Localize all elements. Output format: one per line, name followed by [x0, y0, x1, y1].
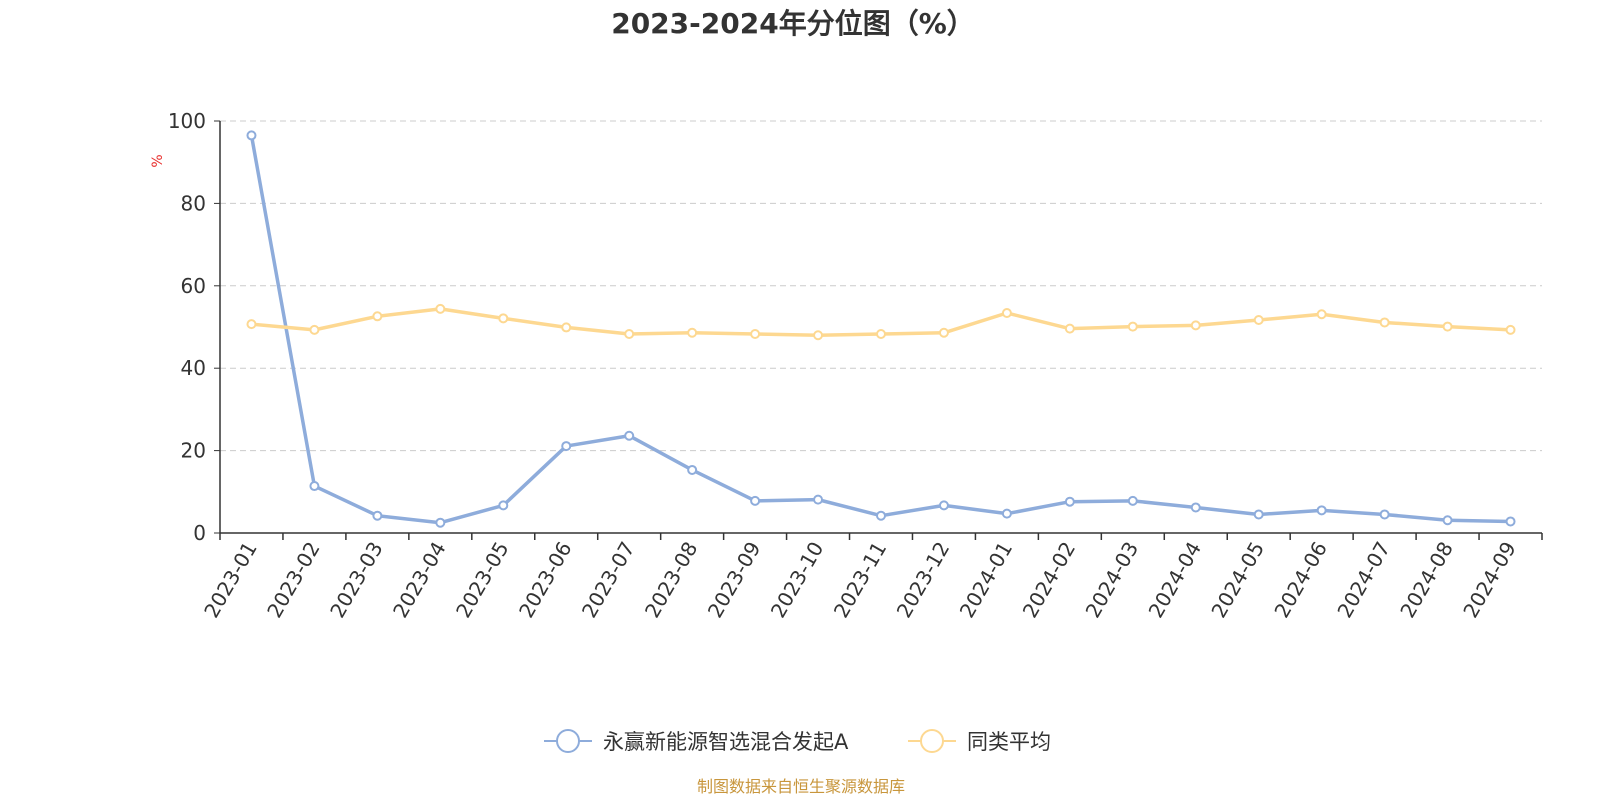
- data-point[interactable]: [750, 329, 761, 340]
- data-point[interactable]: [1001, 307, 1012, 318]
- series-1: [246, 130, 1516, 528]
- data-point[interactable]: [435, 303, 446, 314]
- legend-marker-icon: [556, 729, 580, 753]
- data-point[interactable]: [1127, 495, 1138, 506]
- x-tick-label: 2023-12: [892, 538, 955, 622]
- x-tick-label: 2023-02: [262, 538, 325, 622]
- data-point[interactable]: [938, 500, 949, 511]
- legend-item-1[interactable]: 永赢新能源智选混合发起A: [544, 729, 849, 754]
- gridlines: [220, 120, 1542, 452]
- data-point[interactable]: [876, 329, 886, 340]
- data-point[interactable]: [1127, 321, 1138, 332]
- legend-label: 永赢新能源智选混合发起A: [603, 730, 849, 754]
- data-point[interactable]: [1379, 509, 1390, 520]
- data-point[interactable]: [309, 481, 320, 492]
- x-tick-label: 2023-04: [388, 538, 451, 622]
- data-point[interactable]: [1253, 509, 1264, 520]
- data-point[interactable]: [1190, 502, 1201, 513]
- data-point[interactable]: [561, 322, 572, 333]
- data-point[interactable]: [1505, 516, 1516, 527]
- data-point[interactable]: [687, 464, 698, 475]
- y-tick-label: 60: [181, 274, 206, 298]
- data-point[interactable]: [1001, 508, 1012, 519]
- data-point[interactable]: [1442, 321, 1453, 332]
- data-point[interactable]: [687, 327, 698, 338]
- data-point[interactable]: [372, 510, 383, 521]
- legend-marker-icon: [920, 729, 944, 753]
- x-tick-label: 2023-11: [829, 538, 892, 622]
- x-tick-label: 2023-10: [766, 538, 829, 622]
- x-tick-label: 2023-08: [640, 538, 703, 622]
- y-tick-label: 0: [193, 521, 206, 545]
- data-point[interactable]: [1190, 320, 1201, 331]
- data-point[interactable]: [1379, 317, 1390, 328]
- data-point[interactable]: [624, 430, 635, 441]
- data-point[interactable]: [498, 313, 509, 324]
- data-point[interactable]: [435, 517, 446, 528]
- data-point[interactable]: [372, 311, 383, 322]
- y-tick-label: 40: [181, 356, 206, 380]
- data-point[interactable]: [1064, 323, 1075, 334]
- data-point[interactable]: [246, 130, 257, 141]
- data-point[interactable]: [498, 500, 509, 511]
- chart-title: 2023-2024年分位图（%）: [611, 7, 975, 40]
- x-tick-label: 2024-02: [1018, 538, 1081, 622]
- data-point[interactable]: [1316, 309, 1327, 320]
- series-lines: [246, 130, 1516, 528]
- data-point[interactable]: [1253, 314, 1264, 325]
- x-tick-label: 2024-09: [1458, 538, 1521, 622]
- series-2: [246, 303, 1516, 341]
- x-tick-label: 2023-03: [325, 538, 388, 622]
- y-tick-label: 80: [181, 191, 206, 215]
- data-point[interactable]: [1442, 515, 1453, 526]
- legend[interactable]: 永赢新能源智选混合发起A 同类平均: [544, 729, 1051, 754]
- data-point[interactable]: [750, 495, 761, 506]
- y-tick-label: 20: [181, 439, 206, 463]
- data-point[interactable]: [813, 494, 824, 505]
- data-point[interactable]: [813, 330, 824, 341]
- x-tick-label: 2024-05: [1206, 538, 1269, 622]
- x-tick-label: 2024-03: [1081, 538, 1144, 622]
- legend-item-2[interactable]: 同类平均: [908, 729, 1051, 754]
- data-point[interactable]: [938, 327, 949, 338]
- data-point[interactable]: [1505, 324, 1516, 335]
- x-tick-label: 2024-01: [955, 538, 1018, 622]
- data-point[interactable]: [309, 324, 320, 335]
- data-point[interactable]: [876, 510, 886, 521]
- y-axis-unit-label: %: [150, 154, 166, 167]
- x-tick-label: 2024-07: [1332, 538, 1395, 622]
- data-point[interactable]: [246, 319, 257, 330]
- x-tick-label: 2024-06: [1269, 538, 1332, 622]
- source-note: 制图数据来自恒生聚源数据库: [697, 777, 905, 796]
- data-point[interactable]: [1064, 496, 1075, 507]
- legend-label: 同类平均: [967, 730, 1051, 754]
- x-tick-label: 2023-06: [514, 538, 577, 622]
- x-tick-label: 2024-04: [1144, 538, 1207, 622]
- axes: [219, 121, 1542, 534]
- x-tick-label: 2023-09: [703, 538, 766, 622]
- x-tick-label: 2023-01: [199, 538, 262, 622]
- x-tick-label: 2023-07: [577, 538, 640, 622]
- data-point[interactable]: [561, 441, 572, 452]
- x-tick-label: 2024-08: [1395, 538, 1458, 622]
- x-axis-ticks: 2023-01 2023-02 2023-03 2023-04 2023-05 2023-…: [199, 533, 1543, 622]
- data-point[interactable]: [624, 329, 635, 340]
- y-tick-label: 100: [168, 109, 206, 133]
- data-point[interactable]: [1316, 505, 1327, 516]
- y-axis-ticks: 0 20 40 60 80 100: [168, 109, 220, 545]
- x-tick-label: 2023-05: [451, 538, 514, 622]
